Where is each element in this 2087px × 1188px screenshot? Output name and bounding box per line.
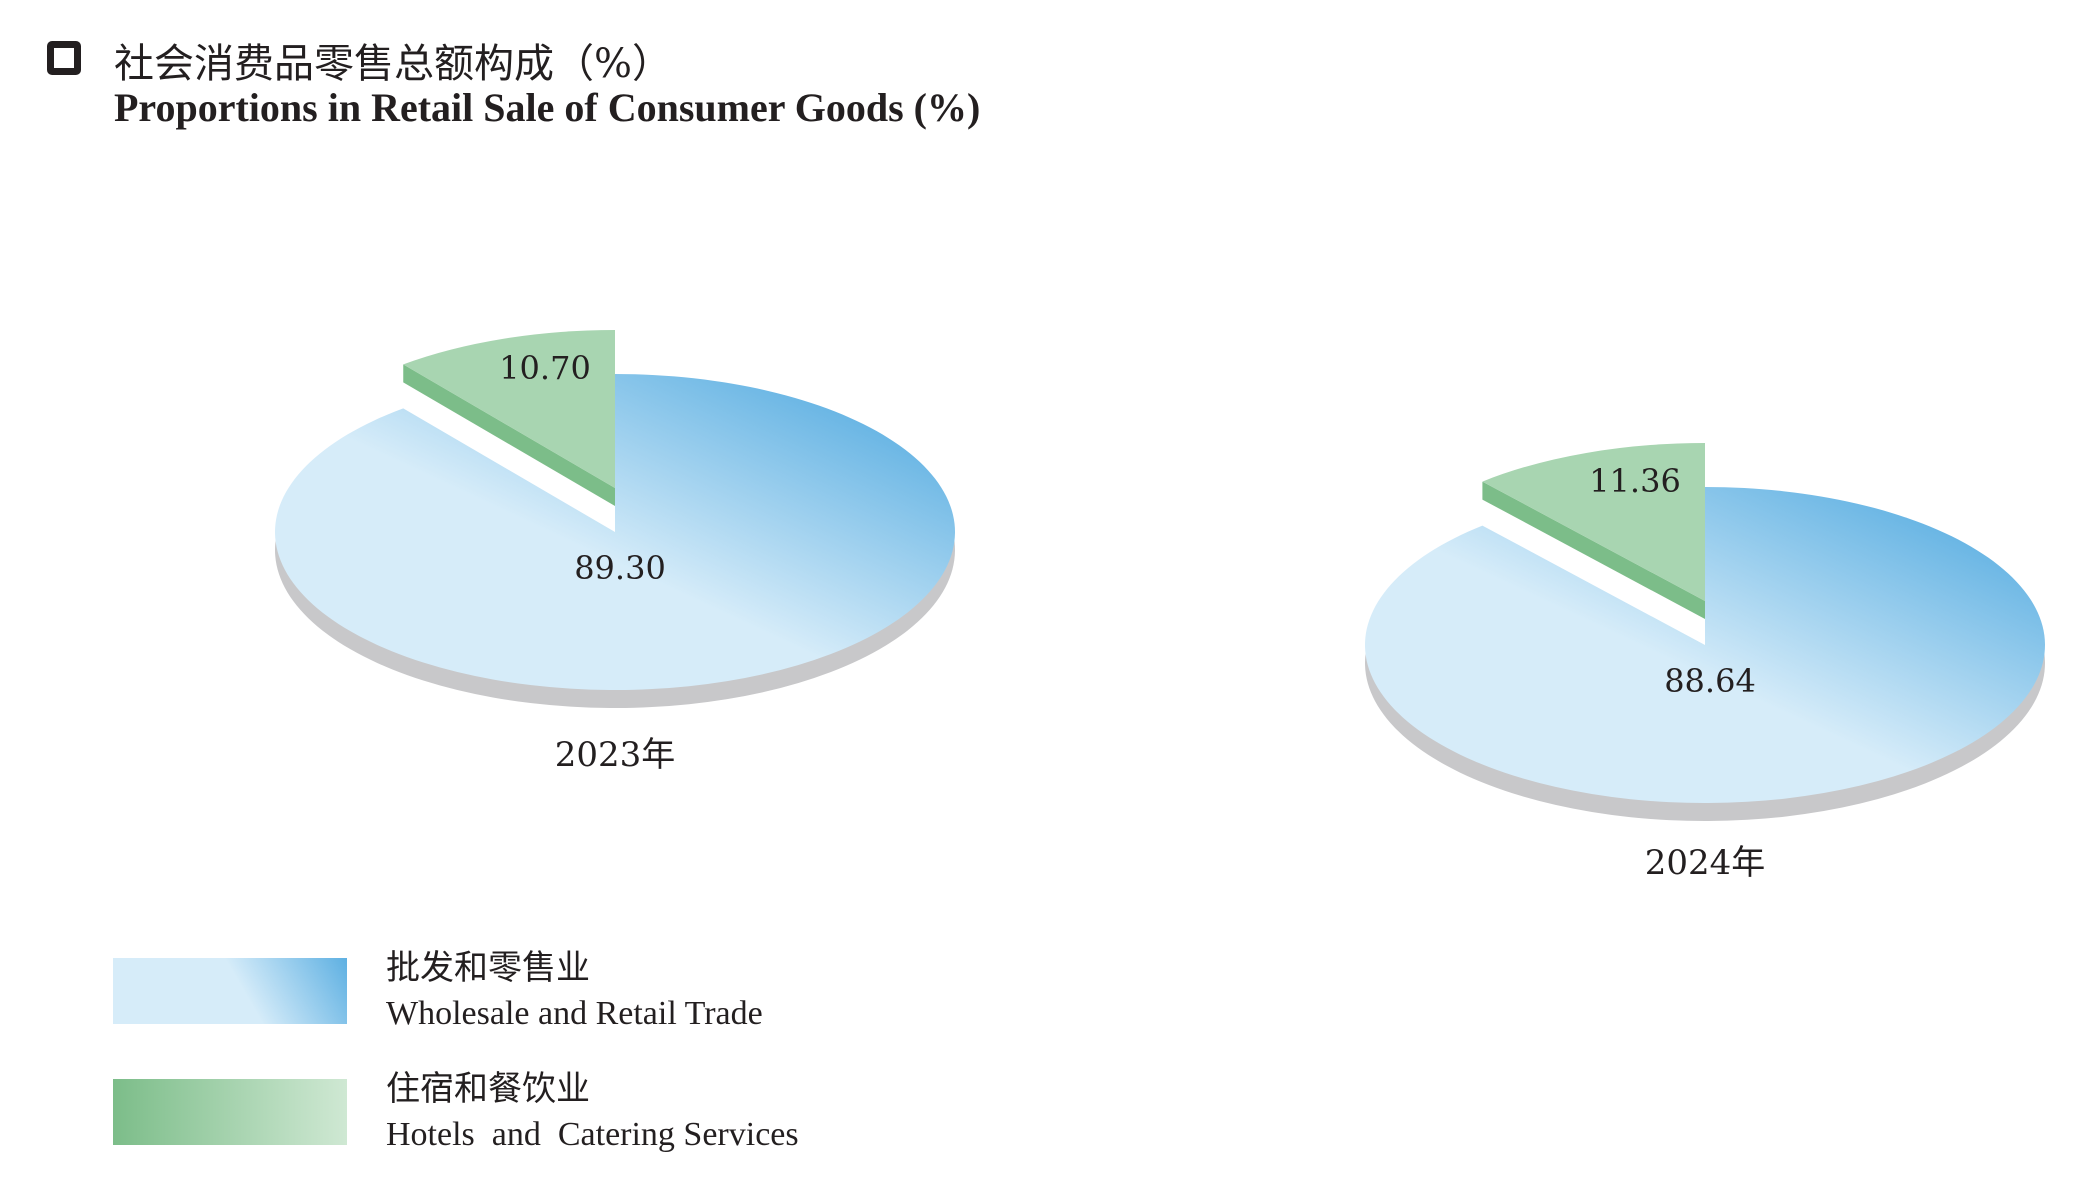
- pie-slice-hotels-side: [1482, 481, 1705, 619]
- chart-title-en: Proportions in Retail Sale of Consumer G…: [114, 85, 981, 130]
- title-checkbox-icon: [47, 41, 81, 75]
- pie-slice-hotels: [1482, 443, 1705, 601]
- pie-slice-hotels: [403, 330, 615, 488]
- pie-slice-wholesale: [275, 373, 955, 690]
- slice-label-hotels: 11.36: [1589, 462, 1681, 500]
- legend-swatch-hotels: [113, 1079, 347, 1145]
- legend-label-wholesale-en: Wholesale and Retail Trade: [386, 995, 763, 1032]
- slice-label-hotels: 10.70: [499, 349, 591, 387]
- legend-item-wholesale: 批发和零售业 Wholesale and Retail Trade: [386, 945, 763, 1037]
- legend-label-hotels-en: Hotels and Catering Services: [386, 1116, 799, 1153]
- slice-label-wholesale: 89.30: [574, 549, 666, 587]
- slice-label-wholesale: 88.64: [1664, 662, 1756, 700]
- legend-label-wholesale-cn: 批发和零售业: [386, 948, 590, 988]
- legend-label-hotels-cn: 住宿和餐饮业: [386, 1069, 590, 1109]
- year-label: 2024年: [1645, 843, 1766, 883]
- pie-slice-wholesale: [1364, 487, 2045, 803]
- legend-swatch-wholesale: [113, 958, 347, 1024]
- chart-title-cn: 社会消费品零售总额构成（%）: [114, 41, 673, 87]
- legend-item-hotels: 住宿和餐饮业 Hotels and Catering Services: [386, 1066, 799, 1158]
- year-label: 2023年: [555, 735, 676, 775]
- pie-slice-hotels-side: [403, 364, 615, 506]
